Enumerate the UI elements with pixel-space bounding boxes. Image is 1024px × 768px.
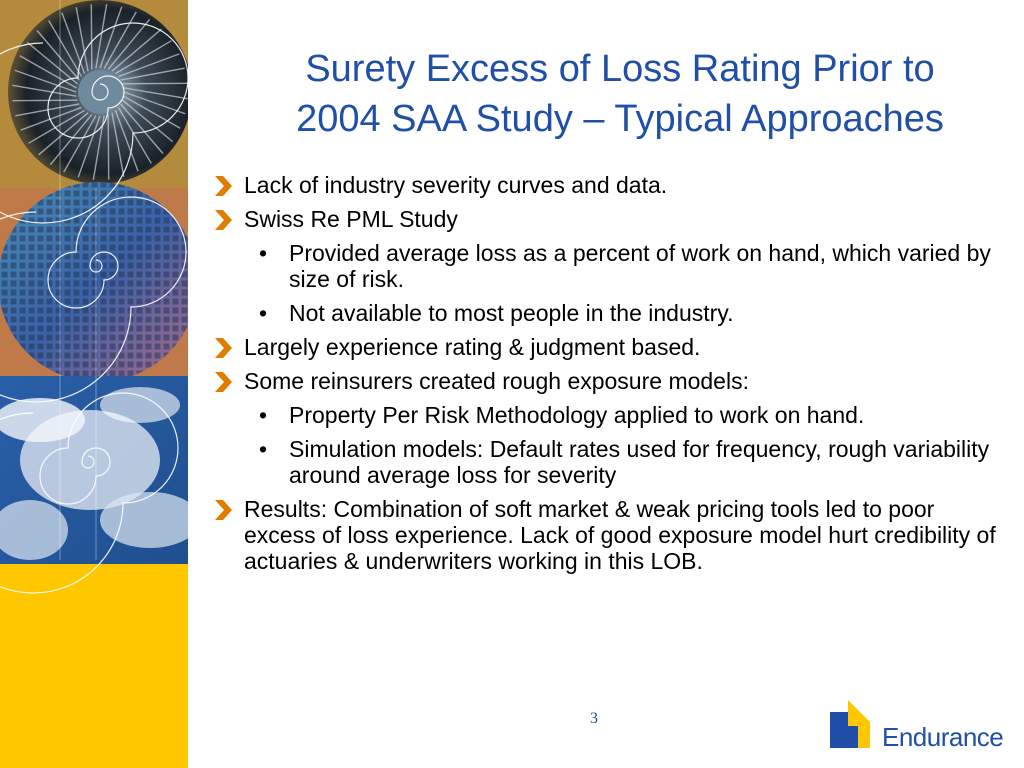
title-line: Surety Excess of Loss Rating Prior to xyxy=(305,48,935,90)
sub-bullet-marker: • xyxy=(258,240,268,266)
sub-bullet-text: Provided average loss as a percent of wo… xyxy=(289,240,991,292)
sub-bullet-marker: • xyxy=(258,402,268,428)
sub-bullet-item: • Simulation models: Default rates used … xyxy=(212,436,1002,488)
turbine-blade xyxy=(19,55,77,89)
sub-bullet-item: • Not available to most people in the in… xyxy=(212,300,1002,326)
bullet-list: Lack of industry severity curves and dat… xyxy=(212,172,1002,582)
sub-bullet-item: • Provided average loss as a percent of … xyxy=(212,240,1002,292)
turbine-blade xyxy=(117,107,152,164)
logo-text: Endurance xyxy=(882,722,1004,752)
slide-title: Surety Excess of Loss Rating Prior to 20… xyxy=(240,44,1000,144)
sub-bullet-text: Simulation models: Default rates used fo… xyxy=(289,436,990,488)
turbine-blade xyxy=(120,103,164,154)
turbine-blade xyxy=(14,69,77,93)
turbine-blade xyxy=(99,6,123,69)
turbine-blade xyxy=(103,11,137,69)
side-image-strip-graphic xyxy=(0,0,188,768)
turbine-blade xyxy=(123,87,188,100)
bullet-text: Largely experience rating & judgment bas… xyxy=(244,334,701,360)
bullet-item: Results: Combination of soft market & we… xyxy=(212,496,1002,574)
bullet-item: Lack of industry severity curves and dat… xyxy=(212,172,1002,198)
turbine-blade xyxy=(118,53,180,78)
sub-bullet-text: Property Per Risk Methodology applied to… xyxy=(289,402,865,428)
bullet-text: Some reinsurers created rough exposure m… xyxy=(244,368,749,394)
turbine-blade xyxy=(77,115,101,178)
turbine-blade xyxy=(123,91,186,115)
endurance-logo: Endurance xyxy=(830,700,1010,752)
endurance-logo-icon xyxy=(830,700,870,748)
bullet-text: Swiss Re PML Study xyxy=(244,206,458,232)
chevron-right-icon xyxy=(215,176,232,196)
turbine-blade xyxy=(48,20,83,77)
turbine-blade xyxy=(61,12,86,74)
turbine-blade xyxy=(123,95,181,129)
bullet-item: Swiss Re PML Study xyxy=(212,206,1002,232)
bullet-text: Lack of industry severity curves and dat… xyxy=(244,172,668,198)
chevron-right-icon xyxy=(215,500,232,520)
turbine-blade xyxy=(95,4,108,69)
chevron-right-icon xyxy=(215,210,232,230)
yellow-panel xyxy=(0,564,188,768)
turbine-blade xyxy=(122,99,174,143)
turbine-blade xyxy=(12,84,77,97)
turbine-blade xyxy=(114,110,139,172)
side-image-strip xyxy=(0,0,188,768)
turbine-blade xyxy=(26,41,78,85)
title-line: 2004 SAA Study – Typical Approaches xyxy=(296,98,944,140)
bullet-item: Some reinsurers created rough exposure m… xyxy=(212,368,1002,394)
satellite-cloud-panel xyxy=(0,376,188,564)
spiral-icon xyxy=(0,0,188,594)
bullet-text: Results: Combination of soft market & we… xyxy=(244,496,996,574)
sub-bullet-text: Not available to most people in the indu… xyxy=(289,300,734,326)
turbine-blade xyxy=(63,115,97,173)
turbine-blade xyxy=(111,112,125,177)
sub-bullet-marker: • xyxy=(258,436,268,462)
chevron-right-icon xyxy=(215,338,232,358)
turbine-blade xyxy=(20,106,82,131)
turbine-panel xyxy=(0,0,188,188)
wafer-panel xyxy=(0,182,188,382)
turbine-blade xyxy=(15,103,80,117)
turbine-blade xyxy=(120,67,185,81)
turbine-blade xyxy=(49,114,93,166)
chevron-right-icon xyxy=(215,372,232,392)
page-number: 3 xyxy=(590,710,598,727)
turbine-blade xyxy=(107,18,151,70)
turbine-blade xyxy=(75,7,89,72)
bullet-item: Largely experience rating & judgment bas… xyxy=(212,334,1002,360)
turbine-blade xyxy=(115,40,172,75)
sub-bullet-item: • Property Per Risk Methodology applied … xyxy=(212,402,1002,428)
turbine-blade xyxy=(111,28,162,72)
turbine-blade xyxy=(28,109,85,144)
turbine-blade xyxy=(36,30,80,81)
sub-bullet-marker: • xyxy=(258,300,268,326)
